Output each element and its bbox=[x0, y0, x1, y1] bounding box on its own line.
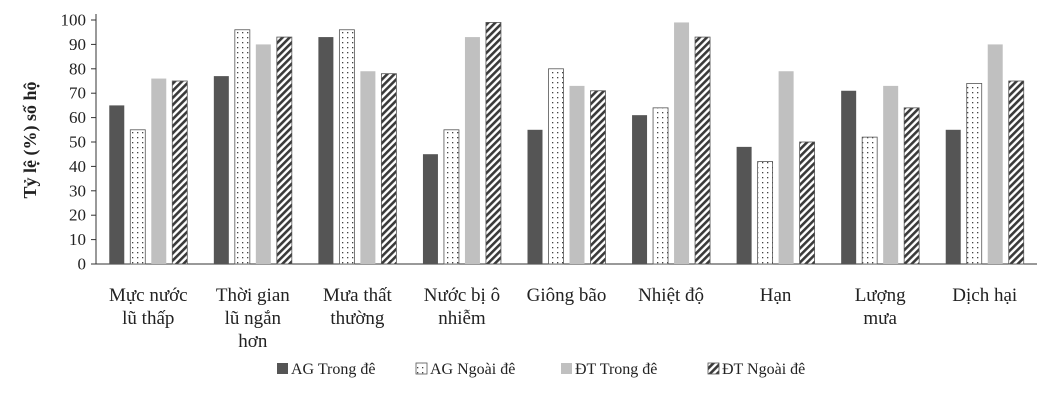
category-label: Giông bão bbox=[527, 285, 607, 306]
bar bbox=[276, 36, 293, 265]
category-label: Hạn bbox=[760, 285, 792, 306]
bar bbox=[109, 105, 125, 265]
bar bbox=[422, 154, 438, 264]
bar bbox=[861, 136, 878, 265]
y-tick-label: 90 bbox=[69, 35, 86, 54]
bar bbox=[757, 161, 774, 265]
y-tick-label: 40 bbox=[69, 157, 86, 176]
y-tick-label: 10 bbox=[69, 230, 86, 249]
category-labels: Mực nước lũ thấp Thời gian lũ ngắn hơn Mưa th… bbox=[109, 285, 1017, 352]
bars bbox=[109, 22, 1025, 265]
bar bbox=[338, 29, 355, 265]
bar bbox=[485, 22, 502, 265]
y-axis: 0 10 20 30 40 50 60 70 80 90 100 bbox=[61, 11, 1037, 274]
bar bbox=[171, 80, 188, 265]
bar bbox=[883, 85, 899, 264]
legend-swatch bbox=[561, 363, 572, 374]
y-tick-label: 100 bbox=[61, 11, 87, 30]
bar bbox=[903, 107, 920, 265]
legend-swatch bbox=[707, 362, 720, 375]
bar bbox=[1008, 80, 1025, 265]
legend: AG Trong đê AG Ngoài đê ĐT Trong đê ĐT Ngoà… bbox=[277, 361, 805, 378]
category-label: Thời gian lũ ngắn hơn bbox=[216, 285, 290, 352]
bar bbox=[360, 71, 376, 265]
y-tick-label: 60 bbox=[69, 108, 86, 127]
bar bbox=[464, 37, 480, 264]
category-label: Mưa thất thường bbox=[323, 285, 393, 329]
bar bbox=[129, 129, 146, 265]
y-tick-label: 80 bbox=[69, 59, 86, 78]
bar bbox=[213, 76, 229, 265]
legend-label: ĐT Trong đê bbox=[575, 361, 657, 378]
legend-label: AG Trong đê bbox=[291, 361, 375, 378]
legend-label: ĐT Ngoài đê bbox=[722, 361, 805, 378]
bar bbox=[318, 37, 334, 264]
legend-swatch bbox=[415, 362, 428, 375]
bar bbox=[548, 68, 564, 265]
bar bbox=[255, 44, 271, 265]
bar bbox=[799, 141, 816, 265]
legend-swatch bbox=[277, 363, 288, 374]
bar bbox=[380, 73, 397, 265]
bar bbox=[234, 29, 251, 265]
category-label: Nhiệt độ bbox=[638, 285, 704, 306]
bar bbox=[736, 146, 752, 264]
bar bbox=[841, 90, 857, 264]
bar bbox=[694, 36, 711, 265]
bar bbox=[778, 71, 794, 265]
category-label: Lượng mưa bbox=[855, 285, 906, 329]
bar bbox=[987, 44, 1003, 265]
y-tick-label: 30 bbox=[69, 181, 86, 200]
y-tick-label: 20 bbox=[69, 206, 86, 225]
bar bbox=[443, 129, 460, 265]
bar bbox=[966, 83, 983, 265]
legend-label: AG Ngoài đê bbox=[430, 361, 515, 378]
bar bbox=[569, 85, 585, 264]
y-tick-label: 70 bbox=[69, 84, 86, 103]
bar bbox=[674, 22, 690, 264]
category-label: Mực nước lũ thấp bbox=[109, 285, 188, 329]
bar bbox=[632, 115, 648, 264]
bar bbox=[527, 129, 543, 264]
bar bbox=[590, 90, 606, 265]
bar bbox=[652, 107, 669, 265]
y-tick-label: 0 bbox=[78, 255, 87, 274]
bar bbox=[151, 78, 167, 264]
y-axis-label: Tỷ lệ (%) số hộ bbox=[20, 82, 41, 199]
y-tick-label: 50 bbox=[69, 133, 86, 152]
bar bbox=[945, 129, 961, 264]
category-label: Nước bị ô nhiễm bbox=[424, 285, 500, 329]
category-label: Dịch hại bbox=[952, 285, 1017, 306]
